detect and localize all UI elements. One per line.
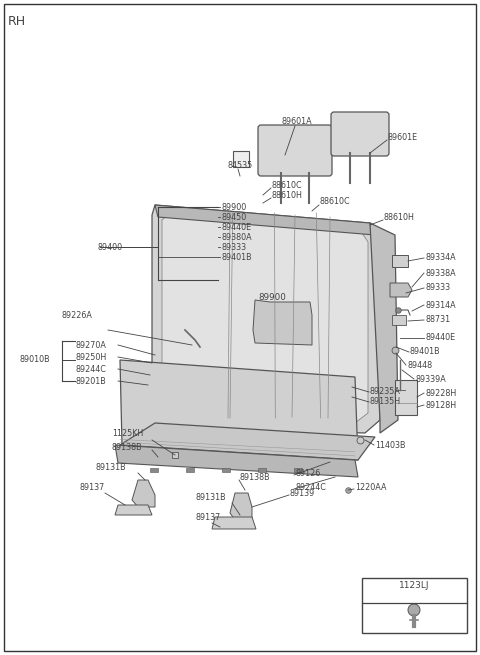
Bar (395, 380, 417, 415)
Text: 89334A: 89334A (425, 253, 456, 263)
Text: 89900: 89900 (222, 202, 247, 212)
Text: 89448: 89448 (407, 360, 432, 369)
Text: 89226A: 89226A (62, 310, 93, 320)
Text: 89400: 89400 (98, 242, 123, 252)
Text: 89601E: 89601E (388, 132, 418, 141)
Text: 88610C: 88610C (320, 198, 350, 206)
Text: 89270A: 89270A (75, 341, 106, 350)
Polygon shape (390, 283, 412, 297)
Text: 89333: 89333 (425, 284, 450, 293)
Text: 89450: 89450 (222, 212, 247, 221)
Text: 89126: 89126 (295, 468, 320, 477)
Text: 89131B: 89131B (195, 493, 226, 502)
Polygon shape (152, 205, 380, 433)
Circle shape (408, 604, 420, 616)
Polygon shape (230, 493, 252, 520)
Text: 89440E: 89440E (222, 223, 252, 231)
Text: 89228H: 89228H (425, 388, 456, 398)
Text: 88610H: 88610H (272, 191, 303, 200)
Text: 1220AA: 1220AA (355, 483, 386, 491)
Text: 84535: 84535 (228, 160, 253, 170)
Polygon shape (132, 480, 155, 507)
Polygon shape (115, 505, 152, 515)
Polygon shape (212, 517, 256, 529)
Text: 89138B: 89138B (112, 443, 143, 451)
Bar (392, 315, 406, 325)
Polygon shape (120, 423, 375, 460)
Bar (362, 578, 467, 633)
Bar (294, 468, 302, 472)
Text: 89010B: 89010B (20, 356, 50, 364)
Text: 89440E: 89440E (425, 333, 455, 343)
Polygon shape (370, 223, 398, 433)
Text: 89235A: 89235A (370, 388, 401, 396)
Text: 88731: 88731 (425, 316, 450, 324)
Text: 89314A: 89314A (425, 301, 456, 310)
Text: 89900: 89900 (258, 293, 286, 301)
Text: 89131B: 89131B (95, 462, 126, 472)
Text: 89201B: 89201B (75, 377, 106, 386)
Text: 89380A: 89380A (222, 233, 252, 242)
Text: 89139: 89139 (290, 489, 315, 498)
Polygon shape (115, 445, 358, 477)
Text: 89401B: 89401B (410, 348, 441, 356)
Text: 88610H: 88610H (384, 212, 415, 221)
Polygon shape (120, 360, 358, 460)
Text: 89137: 89137 (80, 483, 105, 491)
Text: 89135H: 89135H (370, 398, 401, 407)
Text: 88610C: 88610C (272, 181, 302, 189)
Text: 89250H: 89250H (75, 352, 106, 362)
Text: 89128H: 89128H (425, 400, 456, 409)
Text: RH: RH (8, 15, 26, 28)
Text: 89339A: 89339A (415, 375, 446, 383)
Bar (186, 468, 194, 472)
Bar (233, 151, 249, 167)
Polygon shape (162, 213, 368, 423)
FancyBboxPatch shape (258, 125, 332, 176)
Text: 89138B: 89138B (240, 472, 271, 481)
Text: 89244C: 89244C (75, 364, 106, 373)
Polygon shape (253, 300, 312, 345)
Text: 11403B: 11403B (375, 441, 406, 449)
Polygon shape (155, 205, 375, 235)
Text: 89244C: 89244C (295, 483, 326, 491)
Bar (258, 468, 266, 472)
Text: 89137: 89137 (195, 512, 220, 521)
Text: 89338A: 89338A (425, 269, 456, 278)
Text: 1125KH: 1125KH (112, 428, 143, 438)
FancyBboxPatch shape (331, 112, 389, 156)
Bar (392, 255, 408, 267)
Text: 1123LJ: 1123LJ (399, 580, 429, 590)
Text: 89333: 89333 (222, 242, 247, 252)
Text: 89401B: 89401B (222, 252, 252, 261)
Bar (150, 468, 158, 472)
Text: 89601A: 89601A (282, 117, 312, 126)
Bar (222, 468, 230, 472)
